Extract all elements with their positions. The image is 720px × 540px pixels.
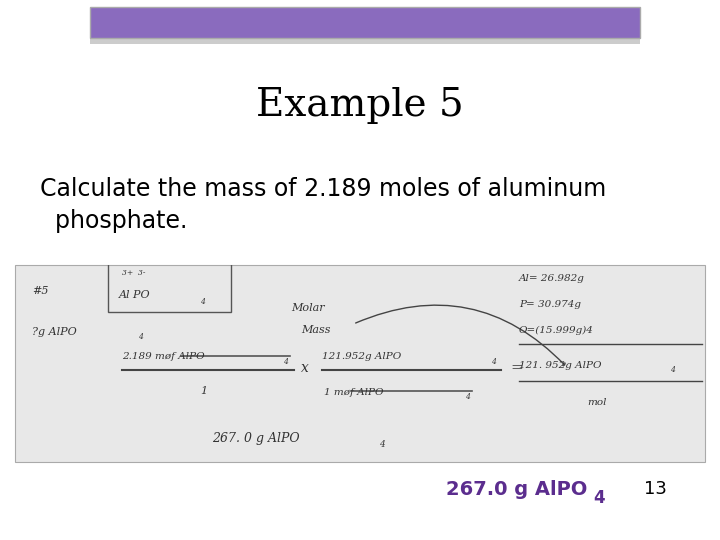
Text: 1: 1 <box>200 386 207 396</box>
Text: Al= 26.982g: Al= 26.982g <box>518 274 585 284</box>
Text: x: x <box>302 361 309 375</box>
Text: Molar: Molar <box>291 303 325 313</box>
Text: 4: 4 <box>138 333 143 341</box>
Text: =: = <box>510 361 523 375</box>
Text: O=(15.999g)4: O=(15.999g)4 <box>518 326 593 335</box>
Text: mol: mol <box>588 399 607 407</box>
Text: 4: 4 <box>379 440 385 449</box>
Text: 3+  3-: 3+ 3- <box>122 269 145 277</box>
Bar <box>15 265 705 462</box>
Text: 2.189 møf AlPO: 2.189 møf AlPO <box>122 352 204 361</box>
Text: Calculate the mass of 2.189 moles of aluminum: Calculate the mass of 2.189 moles of alu… <box>40 177 606 201</box>
Bar <box>90 7 640 38</box>
Text: phosphate.: phosphate. <box>40 210 187 233</box>
Text: 267.0 g AlPO: 267.0 g AlPO <box>446 480 588 499</box>
Text: P= 30.974g: P= 30.974g <box>518 300 581 309</box>
Text: Mass: Mass <box>302 325 331 335</box>
Text: 121. 952g AlPO: 121. 952g AlPO <box>518 361 601 370</box>
Text: 4: 4 <box>200 299 204 306</box>
Text: 4: 4 <box>491 357 496 366</box>
Text: 4: 4 <box>465 393 469 401</box>
Text: Al PO: Al PO <box>119 289 150 300</box>
Bar <box>90 38 640 44</box>
Text: ?g AlPO: ?g AlPO <box>32 327 77 337</box>
Text: 4: 4 <box>670 367 675 374</box>
Text: 13: 13 <box>644 480 667 498</box>
Text: 121.952g AlPO: 121.952g AlPO <box>322 352 401 361</box>
Text: 1 møf AlPO: 1 møf AlPO <box>324 388 384 396</box>
Text: 4: 4 <box>593 489 605 507</box>
Text: #5: #5 <box>32 286 49 295</box>
Text: 267. 0 g AlPO: 267. 0 g AlPO <box>212 432 300 445</box>
Text: 4: 4 <box>283 357 287 366</box>
Text: Example 5: Example 5 <box>256 87 464 124</box>
